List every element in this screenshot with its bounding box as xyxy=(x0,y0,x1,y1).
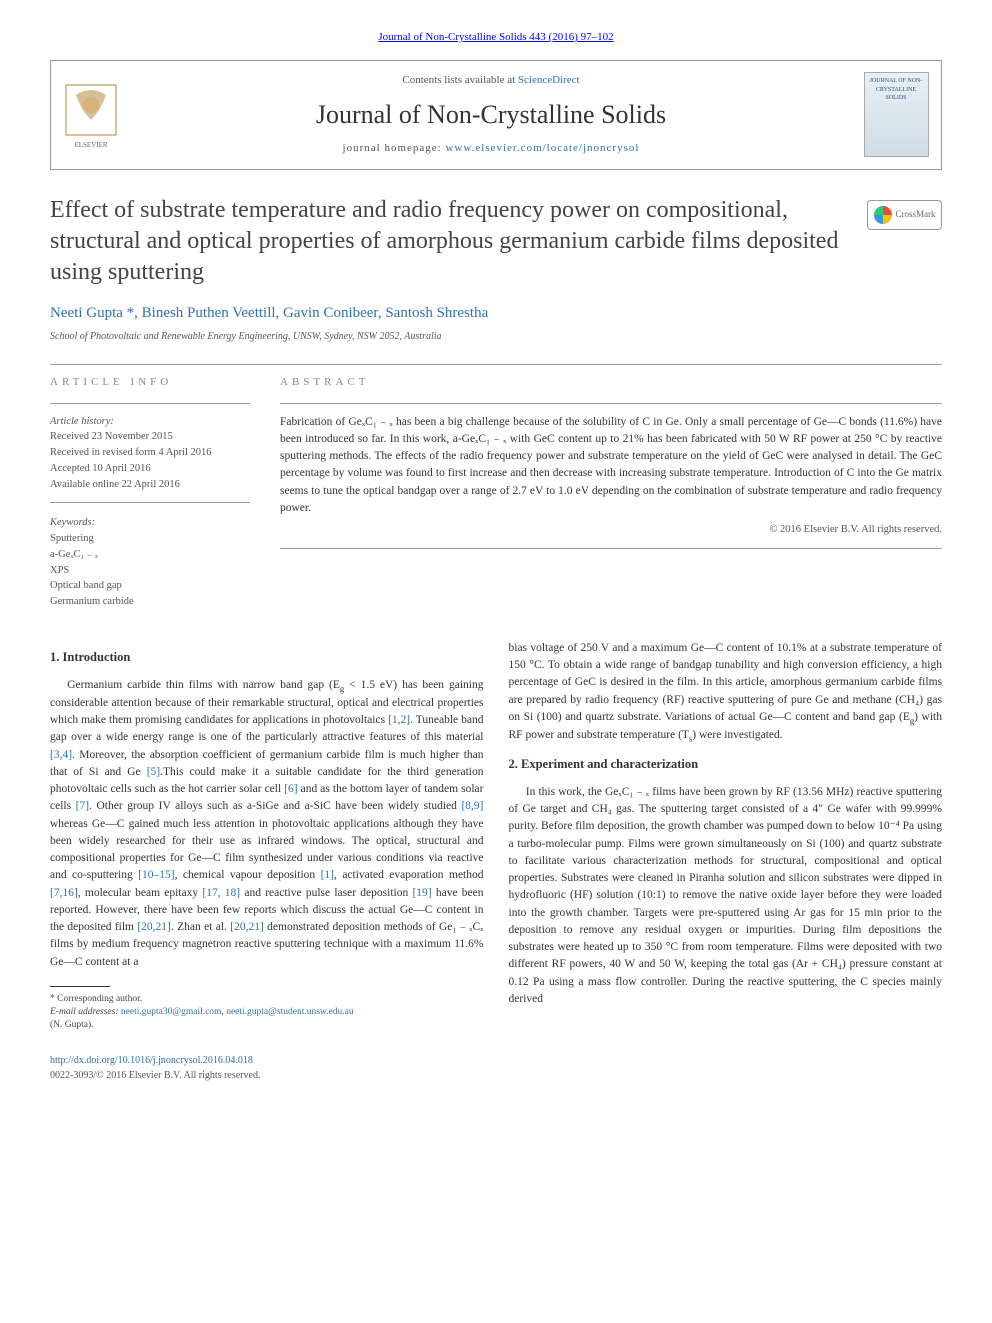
keywords-block: Keywords: Sputtering a-GeₓC₁ ₋ ₓ XPS Opt… xyxy=(50,515,250,610)
keywords-heading: Keywords: xyxy=(50,517,95,528)
keyword: XPS xyxy=(50,565,69,576)
header-citation: Journal of Non-Crystalline Solids 443 (2… xyxy=(50,30,942,45)
cover-image: JOURNAL OF NON-CRYSTALLINE SOLIDS xyxy=(864,72,929,157)
abstract-text: Fabrication of GeₓC₁ ₋ ₓ has been a big … xyxy=(280,414,942,518)
body-paragraph: Germanium carbide thin films with narrow… xyxy=(50,677,484,971)
doi-link[interactable]: http://dx.doi.org/10.1016/j.jnoncrysol.2… xyxy=(50,1055,253,1066)
abstract-label: abstract xyxy=(280,375,942,390)
crossmark-label: CrossMark xyxy=(896,208,936,221)
journal-cover-thumb: JOURNAL OF NON-CRYSTALLINE SOLIDS xyxy=(851,61,941,168)
history-heading: Article history: xyxy=(50,416,114,427)
article-title: Effect of substrate temperature and radi… xyxy=(50,195,942,289)
crossmark-icon xyxy=(874,206,892,224)
doi-line: http://dx.doi.org/10.1016/j.jnoncrysol.2… xyxy=(50,1053,484,1068)
body-paragraph: In this work, the GeₓC₁ ₋ ₓ films have b… xyxy=(509,784,943,1008)
footnote-corresponding: * Corresponding author. xyxy=(50,993,484,1006)
homepage-prefix: journal homepage: xyxy=(343,142,446,154)
keyword: Optical band gap xyxy=(50,580,122,591)
section-heading-intro: 1. Introduction xyxy=(50,648,484,667)
article-info-label: article info xyxy=(50,375,250,390)
history-line: Received in revised form 4 April 2016 xyxy=(50,447,212,458)
article-history: Article history: Received 23 November 20… xyxy=(50,414,250,493)
footnote-author-ref: (N. Gupta). xyxy=(50,1019,484,1032)
homepage-link[interactable]: www.elsevier.com/locate/jnoncrysol xyxy=(445,142,639,154)
journal-header-box: ELSEVIER Contents lists available at Sci… xyxy=(50,60,942,169)
affiliation: School of Photovoltaic and Renewable Ene… xyxy=(50,330,942,344)
elsevier-logo: ELSEVIER xyxy=(51,61,131,168)
email-links: neeti.gupta30@gmail.com, neeti.gupta@stu… xyxy=(121,1007,354,1017)
author-list: Neeti Gupta *, Binesh Puthen Veettill, G… xyxy=(50,303,942,324)
crossmark-badge[interactable]: CrossMark xyxy=(867,200,942,230)
section-heading-experiment: 2. Experiment and characterization xyxy=(509,755,943,774)
rule-abs xyxy=(280,403,942,404)
rule-top xyxy=(50,364,942,365)
contents-line: Contents lists available at ScienceDirec… xyxy=(143,73,839,88)
svg-text:ELSEVIER: ELSEVIER xyxy=(74,141,107,149)
footnote-separator xyxy=(50,986,110,987)
keyword: Sputtering xyxy=(50,533,94,544)
author-link[interactable]: Neeti Gupta *, Binesh Puthen Veettill, G… xyxy=(50,305,488,321)
rule-kw xyxy=(50,502,250,503)
citation-link[interactable]: Journal of Non-Crystalline Solids 443 (2… xyxy=(378,31,613,43)
body-column-left: 1. Introduction Germanium carbide thin f… xyxy=(50,640,484,1083)
rule-info xyxy=(50,403,250,404)
history-line: Available online 22 April 2016 xyxy=(50,479,180,490)
history-line: Received 23 November 2015 xyxy=(50,431,173,442)
email-label: E-mail addresses: xyxy=(50,1007,119,1017)
abstract-copyright: © 2016 Elsevier B.V. All rights reserved… xyxy=(280,523,942,538)
footnote-email: E-mail addresses: neeti.gupta30@gmail.co… xyxy=(50,1006,484,1019)
journal-name: Journal of Non-Crystalline Solids xyxy=(143,97,839,133)
rule-abs-bottom xyxy=(280,548,942,549)
journal-homepage: journal homepage: www.elsevier.com/locat… xyxy=(143,141,839,156)
footer-copyright: 0022-3093/© 2016 Elsevier B.V. All right… xyxy=(50,1068,484,1083)
history-line: Accepted 10 April 2016 xyxy=(50,463,151,474)
body-column-right: bias voltage of 250 V and a maximum Ge—C… xyxy=(509,640,943,1083)
contents-prefix: Contents lists available at xyxy=(402,74,517,86)
body-paragraph: bias voltage of 250 V and a maximum Ge—C… xyxy=(509,640,943,745)
keyword: Germanium carbide xyxy=(50,596,134,607)
keyword: a-GeₓC₁ ₋ ₓ xyxy=(50,549,98,560)
sciencedirect-link[interactable]: ScienceDirect xyxy=(518,74,580,86)
